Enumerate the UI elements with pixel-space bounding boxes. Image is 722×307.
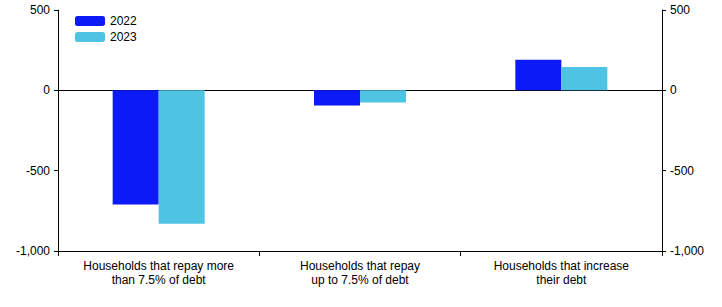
- svg-text:Households that repay: Households that repay: [300, 259, 420, 273]
- svg-text:2023: 2023: [110, 30, 137, 44]
- svg-text:500: 500: [670, 3, 690, 17]
- svg-text:-1,000: -1,000: [16, 244, 50, 258]
- svg-text:0: 0: [43, 83, 50, 97]
- svg-text:-1,000: -1,000: [670, 244, 704, 258]
- svg-text:500: 500: [30, 3, 50, 17]
- svg-text:-500: -500: [26, 164, 50, 178]
- svg-text:Households that increase: Households that increase: [494, 259, 630, 273]
- svg-text:-500: -500: [670, 164, 694, 178]
- svg-text:up to 7.5% of debt: up to 7.5% of debt: [311, 273, 409, 287]
- svg-text:their debt: their debt: [536, 273, 587, 287]
- svg-text:0: 0: [670, 83, 677, 97]
- svg-text:2022: 2022: [110, 14, 137, 28]
- svg-text:Households that repay more: Households that repay more: [83, 259, 234, 273]
- svg-text:than 7.5% of debt: than 7.5% of debt: [112, 273, 207, 287]
